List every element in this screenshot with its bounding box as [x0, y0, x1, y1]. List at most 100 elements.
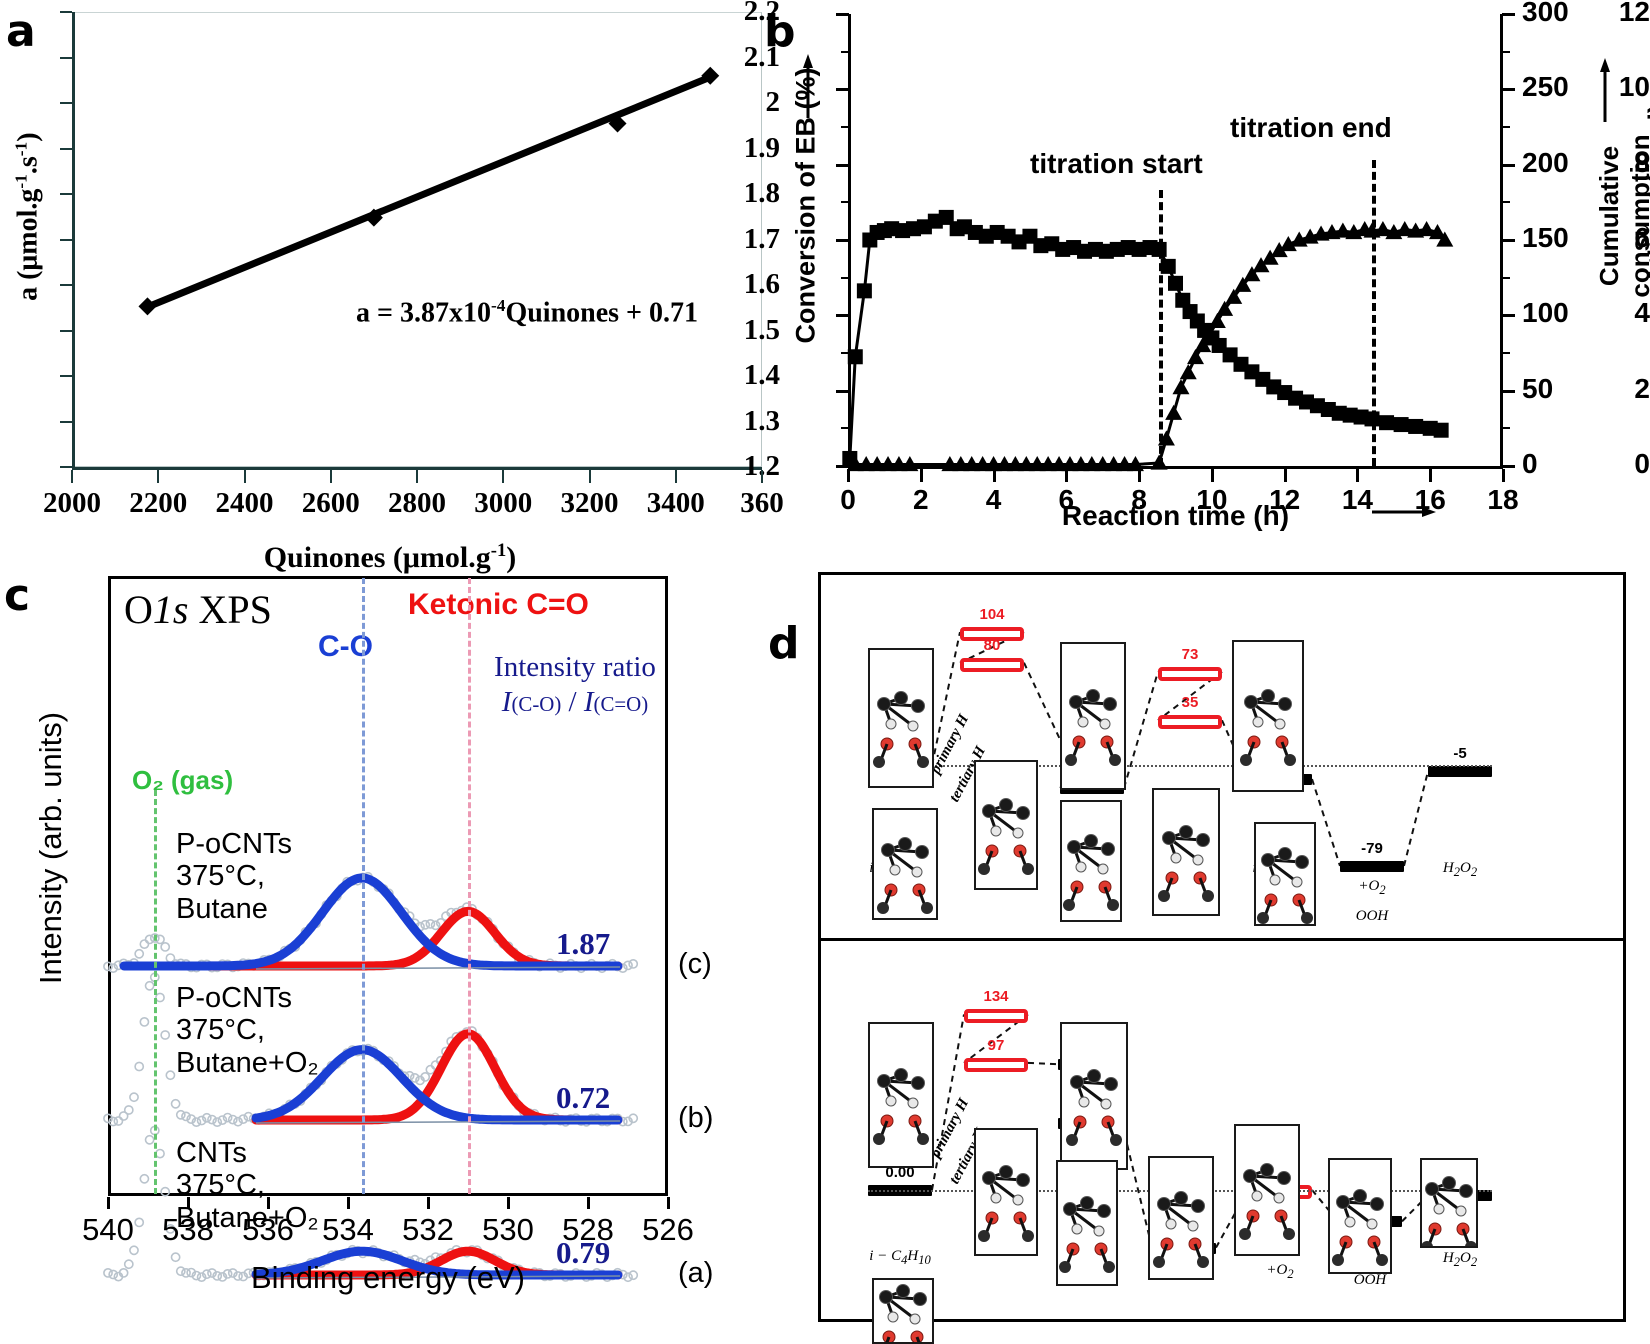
molecule-transition-state-2 [974, 1128, 1038, 1256]
x-tick-label: 528 [562, 1212, 614, 1247]
x-tick [919, 469, 923, 482]
x-tick-label: 536 [242, 1212, 294, 1247]
x-tick [992, 469, 996, 482]
molecule-isobutane-on-surface-2 [868, 1022, 934, 1168]
intermediate-level [1428, 766, 1492, 778]
panel-a: a 2.2 2.1 2 1.9 1.8 1.7 1.6 1.5 1.4 1.3 1.2 2000 22… [0, 0, 784, 580]
x-tick-label: 2800 [388, 487, 446, 519]
right-y-tick [1502, 88, 1515, 92]
left-y-minor-tick [841, 276, 849, 279]
panel-a-x-axis-label: Quinones (μmol.g-1) [263, 540, 517, 574]
x-tick-label: 2400 [215, 487, 274, 519]
left-y-tick [836, 389, 849, 393]
right-y-minor-tick [1502, 352, 1510, 354]
panel-b-right-axis-label-line2: of titrant (μmol) [1642, 104, 1650, 297]
peak-guide-line-c-o [362, 578, 365, 1194]
left-y-tick [836, 163, 849, 167]
y-tick [60, 375, 72, 377]
right-y-minor-tick [1502, 201, 1510, 204]
left-y-minor-tick [841, 50, 849, 53]
peak-label-ketonic: Ketonic C=O [408, 588, 589, 621]
y-tick [60, 238, 72, 241]
intensity-ratio-value: 0.72 [556, 1080, 611, 1115]
right-y-tick-label: 50 [1522, 372, 1554, 404]
energy-value-label: 35 [1181, 694, 1199, 712]
left-y-tick [836, 314, 849, 318]
left-y-minor-tick [841, 352, 849, 354]
panel-d-divider [818, 938, 1626, 941]
molecule-surface-site-2 [872, 1278, 934, 1344]
panel-a-x-axis [72, 467, 762, 470]
x-tick [347, 1197, 350, 1209]
y-tick-label: 1.6 [743, 268, 780, 300]
right-y-tick [1502, 163, 1515, 167]
transition-state-level [1158, 715, 1222, 730]
x-tick-label: 2000 [43, 487, 101, 519]
left-y-tick-label: 12 [1618, 0, 1650, 27]
y-tick [60, 420, 72, 423]
spectrum-side-label: (a) [678, 1257, 714, 1289]
panel-a-plot-area [72, 12, 762, 467]
y-tick [60, 466, 72, 468]
x-tick-label: 18 [1487, 484, 1519, 515]
intensity-ratio-title: Intensity ratio [494, 651, 656, 683]
x-tick-label: 0 [840, 484, 856, 515]
spectrum-sample-label: CNTs 375°C, Butane+O₂ [176, 1137, 319, 1234]
y-tick-label: 1.8 [743, 177, 780, 209]
x-tick-label: 2200 [129, 487, 188, 519]
left-y-tick [836, 239, 849, 242]
x-tick [587, 1197, 590, 1209]
x-tick [588, 470, 591, 483]
panel-a-y-axis-label: a (μmol.g-1.s-1) [11, 132, 44, 301]
x-tick-label: 526 [642, 1212, 694, 1247]
molecule-intermediate-4 [1152, 788, 1220, 916]
y-tick [60, 11, 72, 13]
y-tick [60, 193, 72, 195]
panel-a-letter: a [6, 6, 36, 57]
left-y-tick-label: 4 [1634, 297, 1650, 329]
molecule-isobutane-on-surface [868, 648, 934, 788]
species-label: OOH [1353, 1272, 1387, 1288]
molecule-surface-site [872, 808, 938, 920]
energy-value-label: 97 [987, 1036, 1005, 1054]
x-tick-label: 6 [1058, 484, 1075, 515]
molecule-intermediate-6 [1056, 1160, 1118, 1286]
y-tick-label: 2.2 [743, 0, 780, 27]
y-tick [60, 102, 72, 104]
peak-label-o2-gas: O₂ (gas) [132, 765, 234, 795]
peak-guide-line-o2-gas [154, 790, 157, 1194]
zero-energy-baseline [868, 764, 1492, 767]
peak-guide-line-ketonic [468, 578, 471, 1194]
energy-value-label: -79 [1361, 839, 1383, 857]
x-tick-label: 14 [1341, 484, 1374, 515]
energy-value-label: 134 [983, 988, 1009, 1006]
right-y-tick-label: 0 [1522, 448, 1538, 479]
right-y-tick [1502, 389, 1515, 393]
panel-c-y-axis-label: Intensity (arb. units) [33, 711, 68, 985]
x-tick [674, 470, 677, 483]
intensity-ratio-value: 0.79 [556, 1235, 611, 1270]
intermediate-level [1340, 860, 1404, 872]
right-y-tick [1502, 314, 1515, 318]
left-y-tick [836, 13, 849, 16]
x-tick-label: 12 [1269, 484, 1301, 515]
species-label: i − C4H10 [869, 1248, 931, 1267]
spectrum-sample-label: P-oCNTs 375°C, Butane [176, 828, 293, 925]
x-tick-label: 4 [985, 484, 1002, 515]
y-tick [60, 284, 72, 286]
x-tick-label: 3200 [560, 487, 619, 519]
annotation-titration-start: titration start [1030, 148, 1203, 179]
panel-d-letter: d [768, 618, 800, 669]
panel-b-x-axis [848, 466, 1503, 469]
x-tick-label: 532 [402, 1212, 454, 1247]
x-tick-label: 360 [740, 487, 784, 519]
panel-b-x-axis-label: Reaction time (h) [1061, 500, 1290, 531]
x-tick [329, 470, 332, 483]
x-tick-label: 2 [912, 484, 929, 515]
left-y-tick [836, 88, 849, 92]
x-tick [1502, 469, 1505, 482]
x-tick-label: 540 [82, 1212, 134, 1247]
species-label: +O2 [1358, 878, 1386, 897]
vertical-dashed-marker [1159, 190, 1164, 466]
